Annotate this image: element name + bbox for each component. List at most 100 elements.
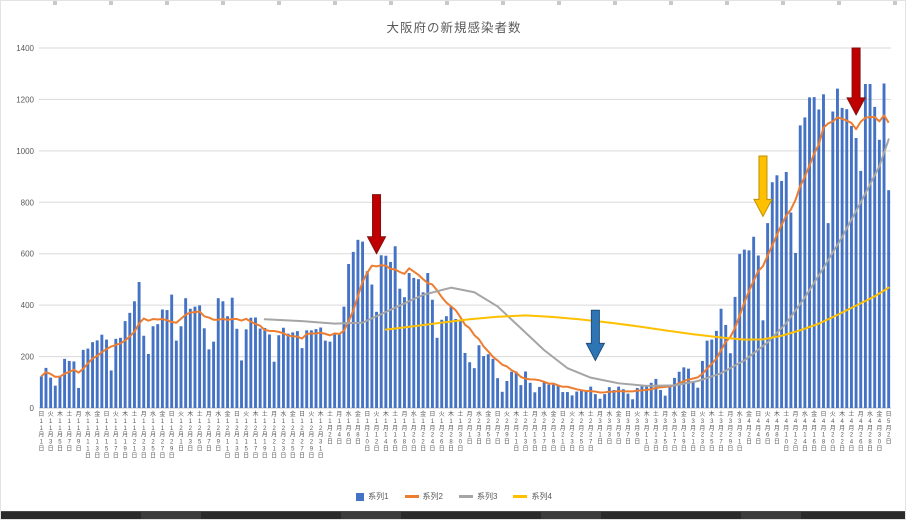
bar <box>500 391 504 408</box>
bar <box>863 84 867 408</box>
bar <box>789 212 793 408</box>
chart-area[interactable]: 大阪府の新規感染者数 0 200 400 600 800 1000 1200 1400 日 1 1 月… <box>1 5 905 513</box>
bar <box>705 340 709 408</box>
bar <box>165 310 169 408</box>
series2-marker-icon <box>404 495 419 498</box>
bar <box>822 94 825 409</box>
bar <box>859 170 863 408</box>
y-axis-tick-label: 800 <box>21 198 35 207</box>
bar <box>728 353 732 408</box>
legend-item-series2[interactable]: 系列2 <box>404 491 443 502</box>
bar <box>49 377 53 408</box>
legend-label: 系列3 <box>477 492 498 501</box>
legend-label: 系列4 <box>531 492 552 501</box>
bar <box>482 356 486 408</box>
window-bottom-edge <box>1 511 905 519</box>
bar <box>714 330 718 408</box>
bar <box>202 328 206 408</box>
bar <box>156 324 160 408</box>
bar <box>454 319 458 408</box>
bar <box>286 333 290 408</box>
bar <box>319 327 323 408</box>
bar <box>738 253 742 408</box>
bar <box>309 330 313 408</box>
bar <box>193 306 197 408</box>
y-axis-tick-label: 1000 <box>16 147 34 156</box>
series1-marker-icon <box>356 492 365 501</box>
y-axis-tick-label: 1400 <box>16 44 34 53</box>
bar <box>105 339 108 408</box>
bar <box>584 390 588 408</box>
bar <box>510 371 514 408</box>
bar <box>389 261 392 408</box>
bar <box>333 334 337 408</box>
bar <box>845 109 849 408</box>
legend-item-series4[interactable]: 系列4 <box>513 491 552 502</box>
bar <box>552 384 555 408</box>
bar <box>538 386 541 408</box>
bar <box>719 308 723 408</box>
legend-item-series1[interactable]: 系列1 <box>356 491 389 502</box>
bar <box>244 329 248 408</box>
bar <box>831 111 835 408</box>
bar <box>95 340 99 408</box>
bar <box>519 385 523 408</box>
bar <box>882 83 886 408</box>
bar <box>700 360 704 408</box>
bar <box>146 354 150 408</box>
bar <box>77 387 81 408</box>
legend-item-series3[interactable]: 系列3 <box>459 491 497 502</box>
bar <box>724 324 728 408</box>
bar <box>119 337 122 408</box>
legend-label: 系列2 <box>422 492 443 501</box>
bar <box>654 378 658 408</box>
bar <box>491 358 495 408</box>
bar <box>784 171 788 408</box>
bar <box>803 117 807 408</box>
bar <box>812 97 816 408</box>
bar <box>798 125 802 409</box>
bar <box>342 306 346 408</box>
bar <box>645 386 649 408</box>
bar <box>91 342 94 408</box>
bar <box>486 354 490 408</box>
bar <box>840 107 844 409</box>
bar <box>673 377 676 408</box>
bar <box>403 297 406 408</box>
chart-legend: 系列1 系列2 系列3 系列4 <box>1 491 905 502</box>
